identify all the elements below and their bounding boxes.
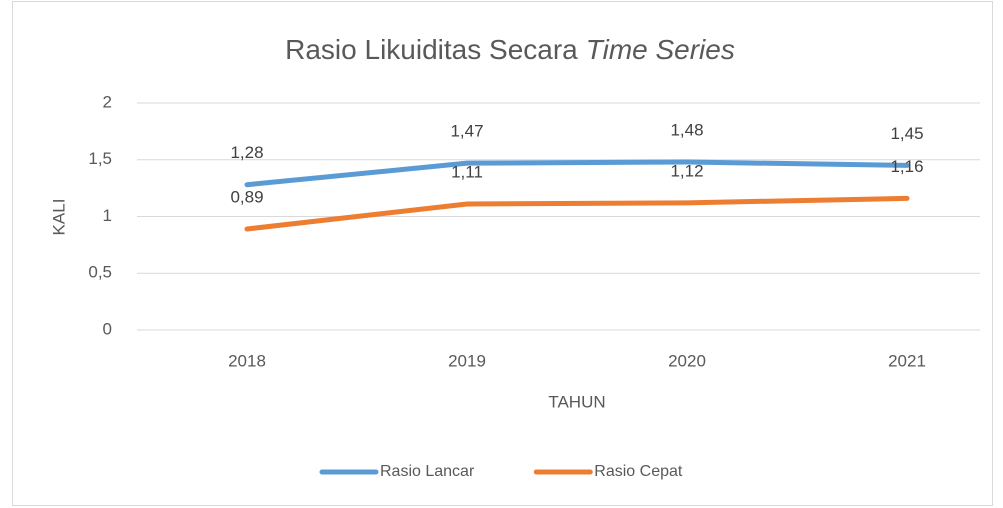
x-tick-label: 2021 — [888, 351, 926, 370]
data-label: 1,28 — [230, 143, 263, 162]
y-tick-label: 1,5 — [88, 149, 112, 168]
data-label: 1,47 — [450, 122, 483, 141]
data-label: 1,16 — [890, 157, 923, 176]
chart-border — [12, 1, 993, 506]
x-axis-label: TAHUN — [548, 392, 605, 411]
data-label: 1,11 — [451, 162, 483, 181]
x-tick-label: 2018 — [228, 351, 266, 370]
legend-label: Rasio Cepat — [594, 463, 683, 480]
y-tick-label: 0 — [103, 319, 112, 338]
data-label: 0,89 — [230, 187, 263, 206]
data-label: 1,48 — [670, 121, 703, 140]
x-tick-label: 2019 — [448, 351, 486, 370]
y-tick-label: 1 — [103, 206, 112, 225]
series-line — [244, 195, 910, 232]
chart-title: Rasio Likuiditas Secara Time Series — [285, 34, 735, 65]
y-tick-label: 0,5 — [88, 263, 112, 282]
legend-label: Rasio Lancar — [380, 463, 475, 480]
y-axis-label: KALI — [49, 199, 68, 236]
title-italic: Time Series — [586, 34, 735, 65]
data-label: 1,12 — [670, 161, 703, 180]
x-tick-label: 2020 — [668, 351, 706, 370]
y-tick-label: 2 — [103, 92, 112, 111]
series-line — [244, 159, 910, 188]
title-text: Rasio Likuiditas Secara — [285, 34, 578, 65]
data-label: 1,45 — [890, 124, 923, 143]
